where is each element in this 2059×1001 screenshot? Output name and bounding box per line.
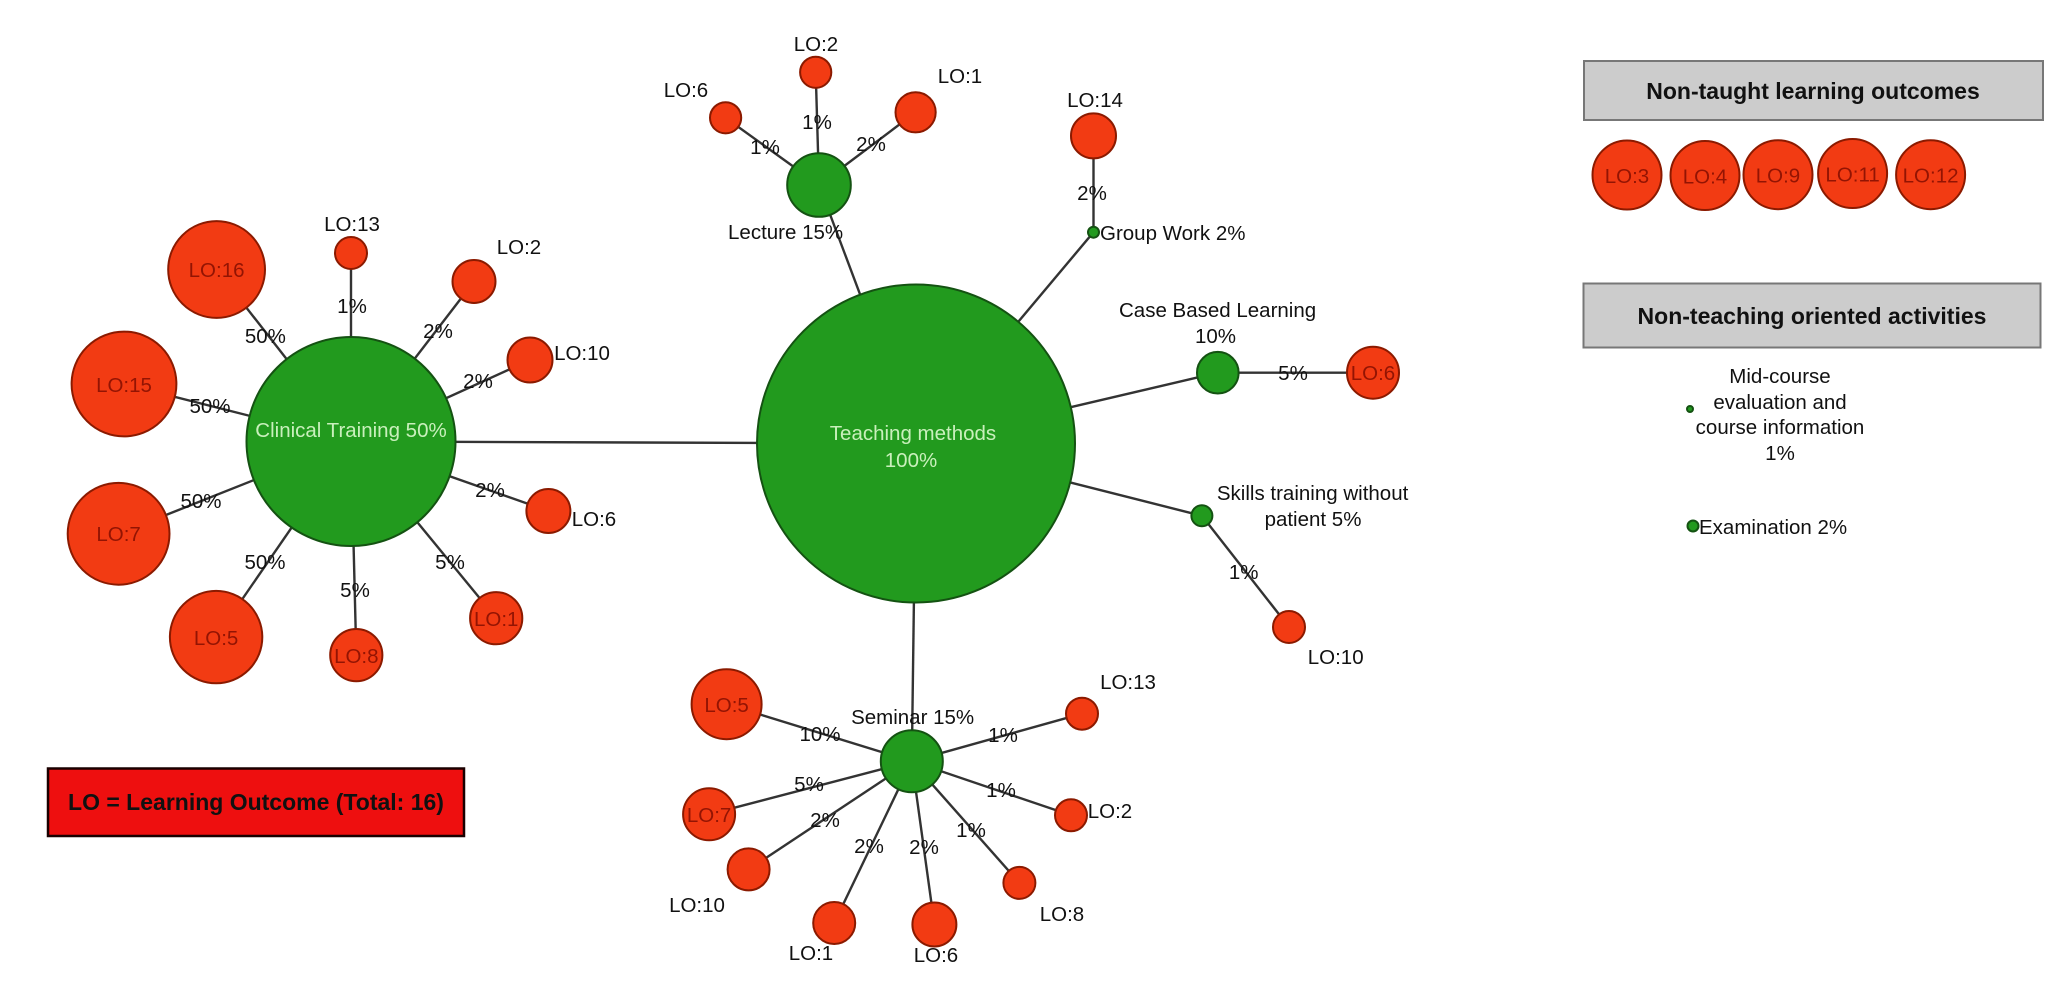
svg-text:LO:2: LO:2: [794, 33, 838, 56]
svg-text:LO:13: LO:13: [1100, 671, 1156, 694]
svg-text:2%: 2%: [854, 835, 884, 858]
svg-text:LO:7: LO:7: [96, 523, 140, 546]
svg-text:1%: 1%: [337, 295, 367, 318]
svg-text:Clinical Training 50%: Clinical Training 50%: [255, 419, 446, 442]
svg-text:course information: course information: [1696, 416, 1865, 439]
svg-text:evaluation and: evaluation and: [1713, 391, 1846, 414]
svg-text:LO:10: LO:10: [1308, 646, 1364, 669]
svg-text:1%: 1%: [988, 724, 1018, 747]
svg-text:1%: 1%: [986, 779, 1016, 802]
svg-text:LO:6: LO:6: [914, 944, 958, 967]
svg-text:10%: 10%: [1195, 325, 1236, 348]
svg-text:50%: 50%: [180, 490, 221, 513]
svg-text:LO:10: LO:10: [669, 894, 725, 917]
svg-text:LO:6: LO:6: [664, 79, 708, 102]
svg-text:Non-teaching oriented activiti: Non-teaching oriented activities: [1638, 303, 1987, 329]
svg-text:patient 5%: patient 5%: [1265, 508, 1362, 531]
svg-text:Skills training without: Skills training without: [1217, 482, 1409, 505]
svg-text:5%: 5%: [794, 773, 824, 796]
svg-text:Teaching methods: Teaching methods: [830, 422, 996, 445]
svg-text:LO:1: LO:1: [474, 608, 518, 631]
svg-text:LO:12: LO:12: [1903, 165, 1959, 188]
svg-text:LO:6: LO:6: [572, 508, 616, 531]
svg-text:2%: 2%: [463, 370, 493, 393]
svg-text:LO:16: LO:16: [189, 259, 245, 282]
svg-text:LO:3: LO:3: [1605, 165, 1649, 188]
svg-text:2%: 2%: [810, 809, 840, 832]
svg-text:2%: 2%: [856, 133, 886, 156]
svg-text:LO:9: LO:9: [1756, 165, 1800, 188]
svg-text:1%: 1%: [1229, 561, 1259, 584]
svg-text:LO:8: LO:8: [1040, 903, 1084, 926]
svg-text:2%: 2%: [423, 320, 453, 343]
svg-text:LO:7: LO:7: [687, 804, 731, 827]
svg-text:10%: 10%: [799, 723, 840, 746]
svg-text:Mid-course: Mid-course: [1729, 365, 1830, 388]
svg-text:5%: 5%: [435, 551, 465, 574]
svg-text:1%: 1%: [802, 111, 832, 134]
svg-text:5%: 5%: [340, 579, 370, 602]
svg-text:LO:8: LO:8: [334, 645, 378, 668]
svg-text:LO:13: LO:13: [324, 213, 380, 236]
svg-text:LO:4: LO:4: [1683, 166, 1727, 189]
svg-text:Lecture 15%: Lecture 15%: [728, 221, 843, 244]
svg-text:LO:2: LO:2: [497, 236, 541, 259]
svg-text:Seminar 15%: Seminar 15%: [851, 706, 974, 729]
svg-text:2%: 2%: [1077, 182, 1107, 205]
svg-text:1%: 1%: [956, 819, 986, 842]
svg-text:LO:15: LO:15: [96, 374, 152, 397]
svg-text:50%: 50%: [244, 551, 285, 574]
svg-text:LO:2: LO:2: [1088, 800, 1132, 823]
svg-text:LO:5: LO:5: [194, 627, 238, 650]
svg-text:50%: 50%: [189, 395, 230, 418]
svg-text:LO:1: LO:1: [938, 65, 982, 88]
svg-text:Non-taught learning outcomes: Non-taught learning outcomes: [1646, 78, 1980, 104]
svg-text:2%: 2%: [909, 836, 939, 859]
svg-text:100%: 100%: [885, 449, 937, 472]
svg-text:LO:10: LO:10: [554, 342, 610, 365]
svg-text:1%: 1%: [750, 136, 780, 159]
svg-text:LO = Learning Outcome (Total:: LO = Learning Outcome (Total: 16): [68, 789, 444, 815]
svg-text:LO:6: LO:6: [1351, 362, 1395, 385]
svg-text:LO:11: LO:11: [1825, 164, 1879, 187]
svg-text:Group Work 2%: Group Work 2%: [1100, 222, 1245, 245]
svg-text:50%: 50%: [245, 325, 286, 348]
svg-text:2%: 2%: [475, 479, 505, 502]
svg-text:Case Based Learning: Case Based Learning: [1119, 299, 1316, 322]
svg-text:5%: 5%: [1278, 362, 1308, 385]
svg-text:1%: 1%: [1765, 442, 1795, 465]
svg-text:LO:14: LO:14: [1067, 89, 1123, 112]
svg-text:LO:1: LO:1: [789, 942, 833, 965]
svg-text:Examination 2%: Examination 2%: [1699, 516, 1847, 539]
svg-text:LO:5: LO:5: [704, 694, 748, 717]
